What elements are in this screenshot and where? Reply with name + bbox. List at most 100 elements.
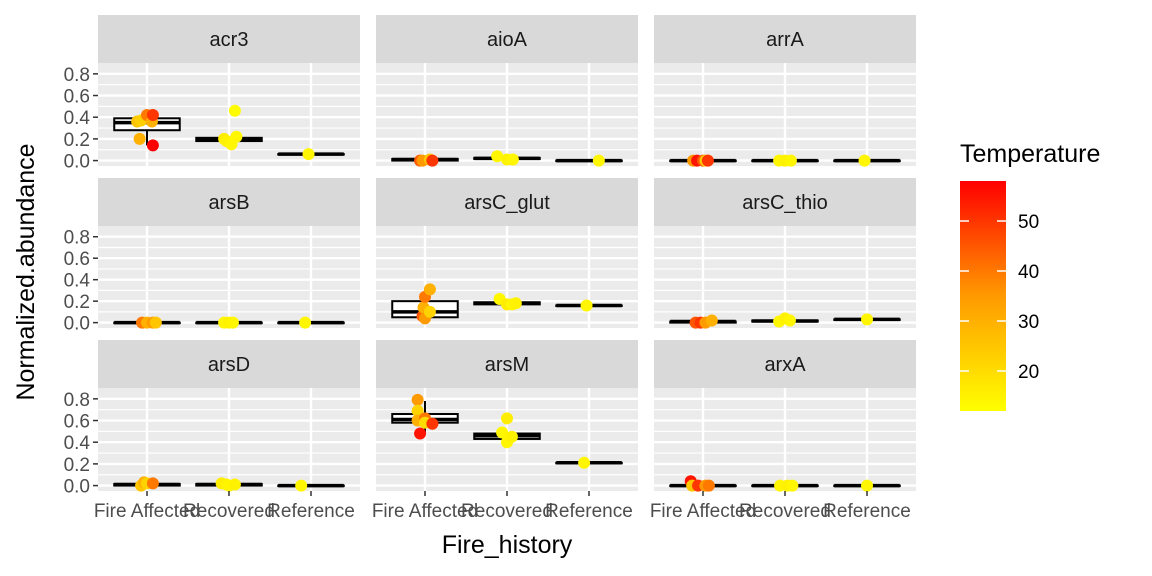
panel-aioA: aioA	[376, 15, 638, 167]
strip-label-arxA: arxA	[764, 354, 806, 376]
legend-ticks: 20 30 40 50	[960, 212, 1039, 383]
panel-arsB: arsB 0.00.20.40.60.8	[64, 178, 360, 335]
box-aioA-reference	[555, 158, 623, 163]
y-tick-label: 0.8	[64, 390, 90, 411]
data-point	[295, 479, 308, 492]
data-point	[505, 430, 518, 443]
x-tick-label: Recovered	[183, 501, 275, 522]
x-tick-label: Reference	[545, 501, 633, 522]
y-tick-label: 0.8	[64, 65, 90, 86]
data-point	[861, 313, 874, 326]
box-arsD-reference	[277, 483, 345, 488]
data-point	[578, 456, 591, 469]
data-point	[858, 154, 871, 167]
data-point	[491, 150, 504, 163]
data-point	[149, 316, 162, 329]
legend-tick-label: 20	[1018, 362, 1039, 383]
strip-label-arsM: arsM	[485, 354, 529, 376]
strip-arsM	[376, 340, 638, 388]
data-point	[506, 153, 519, 166]
strip-label-arsD: arsD	[208, 354, 250, 376]
x-tick-label: Reference	[267, 501, 355, 522]
strip-arsC_glut	[376, 178, 638, 226]
strip-arrA	[654, 15, 916, 63]
legend-tick-label: 50	[1018, 212, 1039, 233]
y-tick-label: 0.0	[64, 314, 90, 335]
y-tick-label: 0.6	[64, 249, 90, 270]
data-point	[580, 299, 593, 312]
data-point	[501, 412, 513, 425]
strip-aioA	[376, 15, 638, 63]
strip-label-arsB: arsB	[208, 192, 249, 214]
data-point	[509, 297, 522, 310]
y-tick-label: 0.6	[64, 412, 90, 433]
data-point	[146, 109, 159, 122]
data-point	[783, 314, 796, 327]
legend-colorbar	[960, 181, 1006, 411]
data-point	[705, 314, 718, 327]
data-point	[230, 130, 243, 143]
strip-arsC_thio	[654, 178, 916, 226]
data-point	[146, 139, 159, 152]
y-tick-label: 0.2	[64, 292, 90, 313]
data-point	[228, 104, 241, 117]
x-tick-label: Reference	[823, 501, 911, 522]
y-tick-label: 0.0	[64, 477, 90, 498]
data-point	[414, 427, 427, 440]
y-tick-label: 0.4	[64, 108, 91, 129]
strip-acr3	[98, 15, 360, 63]
strip-label-arsC_thio: arsC_thio	[742, 192, 828, 214]
panel-arsD: arsD 0.00.20.40.60.8 Fire AffectedRecovere…	[64, 340, 360, 522]
y-tick-label: 0.6	[64, 87, 90, 108]
data-point	[861, 479, 874, 492]
legend-tick-label: 40	[1018, 262, 1039, 283]
panel-arsC_thio: arsC_thio	[654, 178, 916, 329]
data-point	[426, 417, 439, 430]
data-point	[411, 404, 424, 417]
strip-arsB	[98, 178, 360, 226]
strip-label-aioA: aioA	[487, 29, 528, 51]
data-point	[592, 154, 605, 167]
y-tick-label: 0.4	[64, 433, 91, 454]
data-point	[426, 154, 439, 167]
data-point	[702, 479, 715, 492]
strip-label-acr3: acr3	[210, 29, 249, 51]
data-point	[423, 305, 436, 318]
data-point	[786, 479, 799, 492]
color-legend: Temperature 20 30 40 50	[960, 140, 1100, 411]
data-point	[496, 426, 509, 439]
x-tick-label: Fire Affected	[94, 501, 200, 522]
x-tick-label: Recovered	[461, 501, 553, 522]
data-point	[228, 478, 241, 491]
x-tick-label: Recovered	[739, 501, 831, 522]
strip-arsD	[98, 340, 360, 388]
data-point	[701, 154, 714, 167]
strip-label-arsC_glut: arsC_glut	[464, 192, 550, 214]
y-tick-label: 0.8	[64, 228, 90, 249]
strip-arxA	[654, 340, 916, 388]
x-axis-title: Fire_history	[442, 531, 573, 559]
x-tick-label: Fire Affected	[372, 501, 478, 522]
y-tick-label: 0.4	[64, 271, 91, 292]
data-point	[226, 316, 239, 329]
data-point	[423, 283, 436, 296]
legend-title: Temperature	[960, 140, 1100, 168]
y-tick-label: 0.2	[64, 455, 90, 476]
data-point	[146, 477, 159, 490]
panel-arsC_glut: arsC_glut	[376, 178, 638, 328]
panel-acr3: acr3 0.00.20.40.60.8	[64, 15, 360, 173]
data-point	[302, 148, 315, 161]
y-axis-title: Normalized.abundance	[12, 143, 40, 400]
panel-arrA: arrA	[654, 15, 916, 167]
data-point	[133, 132, 146, 145]
y-tick-label: 0.2	[64, 130, 90, 151]
data-point	[784, 154, 797, 167]
y-tick-label: 0.0	[64, 152, 90, 173]
data-point	[299, 316, 312, 329]
x-tick-label: Fire Affected	[650, 501, 756, 522]
strip-label-arrA: arrA	[766, 29, 804, 51]
